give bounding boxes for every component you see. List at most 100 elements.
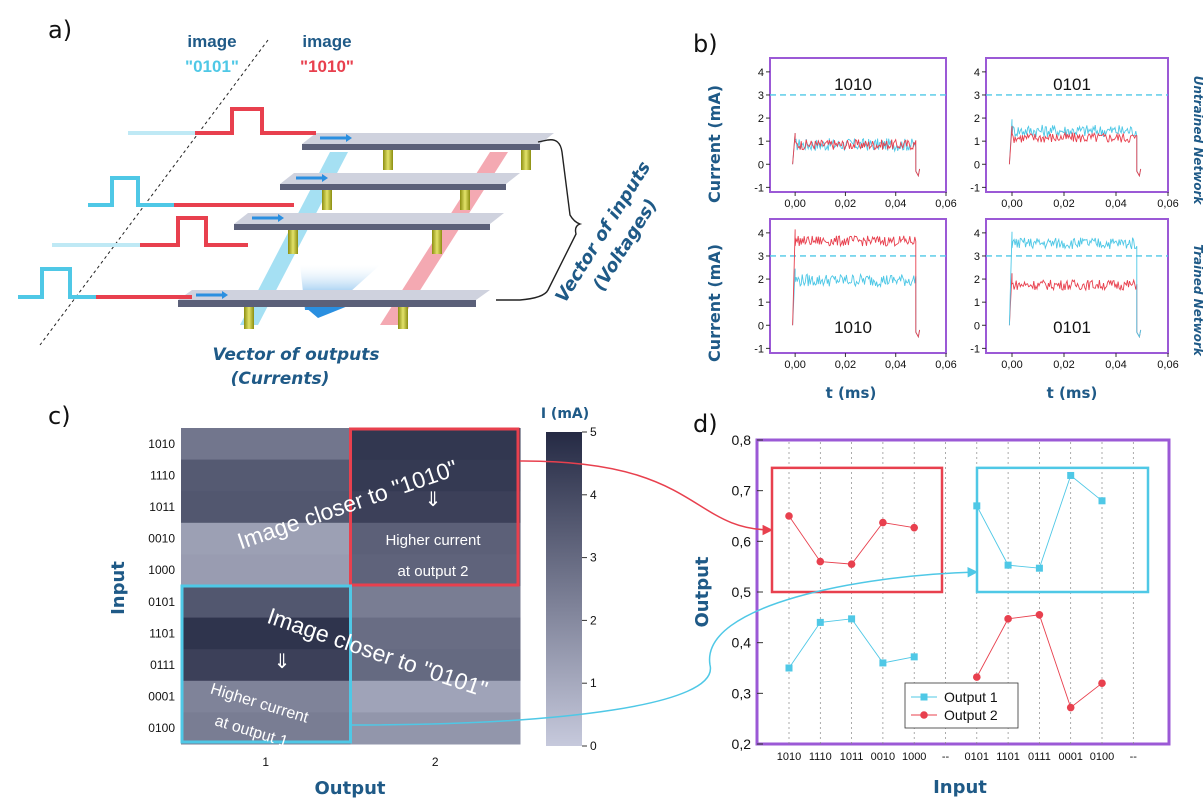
y-tick-label: 0 [758, 159, 764, 171]
x-tick-label: 0,00 [784, 359, 805, 371]
annotation-top-sub-2: at output 2 [398, 563, 469, 580]
b-row-label-trained: Trained Network [1191, 244, 1203, 357]
output1-marker [1067, 471, 1075, 479]
y-tick-label: 0,7 [732, 483, 752, 499]
x-tick-label: 2 [432, 755, 439, 769]
y-tick-label: 4 [974, 228, 980, 240]
heatmap-cell [181, 586, 351, 619]
panel-label-d: d) [693, 410, 718, 438]
y-tick-label: 0,2 [732, 736, 752, 752]
output1-marker [816, 618, 824, 626]
image1-label: image [187, 32, 236, 51]
input-row-4 [178, 290, 490, 307]
x-tick-label: -- [942, 751, 950, 763]
heatmap-cell [350, 522, 521, 555]
y-tick-label: 1110 [150, 468, 175, 482]
output1-marker [1098, 497, 1106, 505]
c-ylabel: Input [108, 561, 129, 615]
colorbar-label: I (mA) [541, 406, 589, 422]
output2-marker [1004, 615, 1012, 623]
input-row-2 [280, 173, 520, 190]
d-xlabel: Input [933, 777, 987, 798]
output2-marker [879, 518, 887, 527]
heatmap-cell [350, 712, 521, 745]
y-tick-label: 3 [974, 251, 980, 263]
trace-subplot-1: -1 0 1 2 3 4 0,00 0,02 0,04 0,06 1010 [754, 57, 957, 210]
y-tick-label: 3 [758, 90, 764, 102]
y-tick-label: 1 [974, 297, 980, 309]
red-trace [1008, 273, 1142, 339]
legend-label: Output 1 [944, 689, 998, 705]
x-tick-label: 0010 [871, 751, 895, 763]
output2-marker [1035, 611, 1044, 619]
y-tick-label: -1 [970, 343, 980, 355]
y-tick-label: 1010 [148, 437, 175, 451]
y-tick-label: 0,4 [732, 635, 752, 651]
x-tick-label: 0,02 [1053, 198, 1074, 210]
y-tick-label: 0111 [150, 658, 175, 672]
b-ylabel-top: Current (mA) [705, 85, 724, 203]
output1-marker [1004, 561, 1012, 569]
colorbar-tick-label: 1 [590, 676, 597, 690]
x-tick-label: 0,04 [885, 198, 906, 210]
heatmap-cell [181, 428, 351, 461]
trace-subplot-2: -1 0 1 2 3 4 0,00 0,02 0,04 0,06 0101 [970, 57, 1179, 210]
red-trace [792, 229, 921, 339]
y-tick-label: 4 [758, 228, 764, 240]
heatmap-cell [350, 428, 521, 461]
x-tick-label: 0,00 [784, 198, 805, 210]
x-tick-label: 0111 [1028, 751, 1051, 763]
legend: Output 1 Output 2 [904, 682, 1019, 729]
legend-marker [920, 693, 928, 701]
connector-arrow-cyan [351, 566, 979, 726]
colorbar-tick-label: 0 [590, 739, 597, 753]
y-tick-label: 3 [974, 90, 980, 102]
output2-marker [785, 512, 793, 520]
subplot-label: 1010 [834, 318, 872, 337]
legend-label: Output 2 [944, 707, 998, 723]
y-tick-label: -1 [754, 343, 764, 355]
outputs-sub-label: (Currents) [231, 369, 330, 389]
colorbar-tick-label: 5 [590, 425, 597, 439]
image1-code: "0101" [185, 57, 239, 76]
highlight-box-red [349, 427, 520, 587]
y-tick-label: 1000 [148, 563, 175, 577]
output1-marker [879, 659, 887, 667]
output1-marker [848, 615, 856, 623]
subplot-label: 0101 [1053, 318, 1091, 337]
panel-label-a: a) [48, 16, 72, 44]
input-row-3 [234, 213, 504, 230]
x-tick-label: 0001 [1058, 751, 1082, 763]
y-tick-label: 1011 [149, 500, 175, 514]
heatmap-cell [350, 649, 521, 682]
y-tick-label: 2 [974, 113, 980, 125]
red-trace [792, 133, 921, 178]
y-tick-label: 1 [758, 136, 764, 148]
heatmap-panel: Input Output I (mA) 10101110101100101000… [108, 406, 597, 799]
heatmap-cell [181, 712, 351, 745]
heatmap-cell [350, 491, 521, 524]
heatmap-cell [181, 522, 351, 555]
y-tick-label: 0,5 [732, 584, 752, 600]
panel-label-c: c) [48, 402, 71, 430]
cyan-trace [1008, 231, 1142, 339]
x-tick-label: 0,06 [935, 198, 956, 210]
c-xlabel: Output [314, 778, 385, 799]
output1-marker [973, 502, 981, 510]
x-tick-label: 0,06 [935, 359, 956, 371]
x-tick-label: 0,04 [1105, 359, 1126, 371]
input-pulses [18, 107, 316, 299]
image2-code: "1010" [300, 57, 354, 76]
b-xlabel-right: t (ms) [1047, 384, 1098, 402]
colorbar-tick-label: 3 [590, 551, 597, 565]
x-tick-label: 1110 [809, 751, 832, 763]
panel-label-b: b) [693, 30, 718, 58]
y-tick-label: 4 [974, 67, 980, 79]
x-tick-label: 1 [262, 755, 269, 769]
x-tick-label: 0101 [965, 751, 989, 763]
output2-marker [1066, 703, 1075, 712]
annotation-top-arrow: ⇓ [425, 489, 442, 511]
output-comparison-panel: Output Input 1010 1110 1011 0010 1000 -- 0101 1… [692, 432, 1171, 798]
b-ylabel-bottom: Current (mA) [705, 244, 724, 362]
